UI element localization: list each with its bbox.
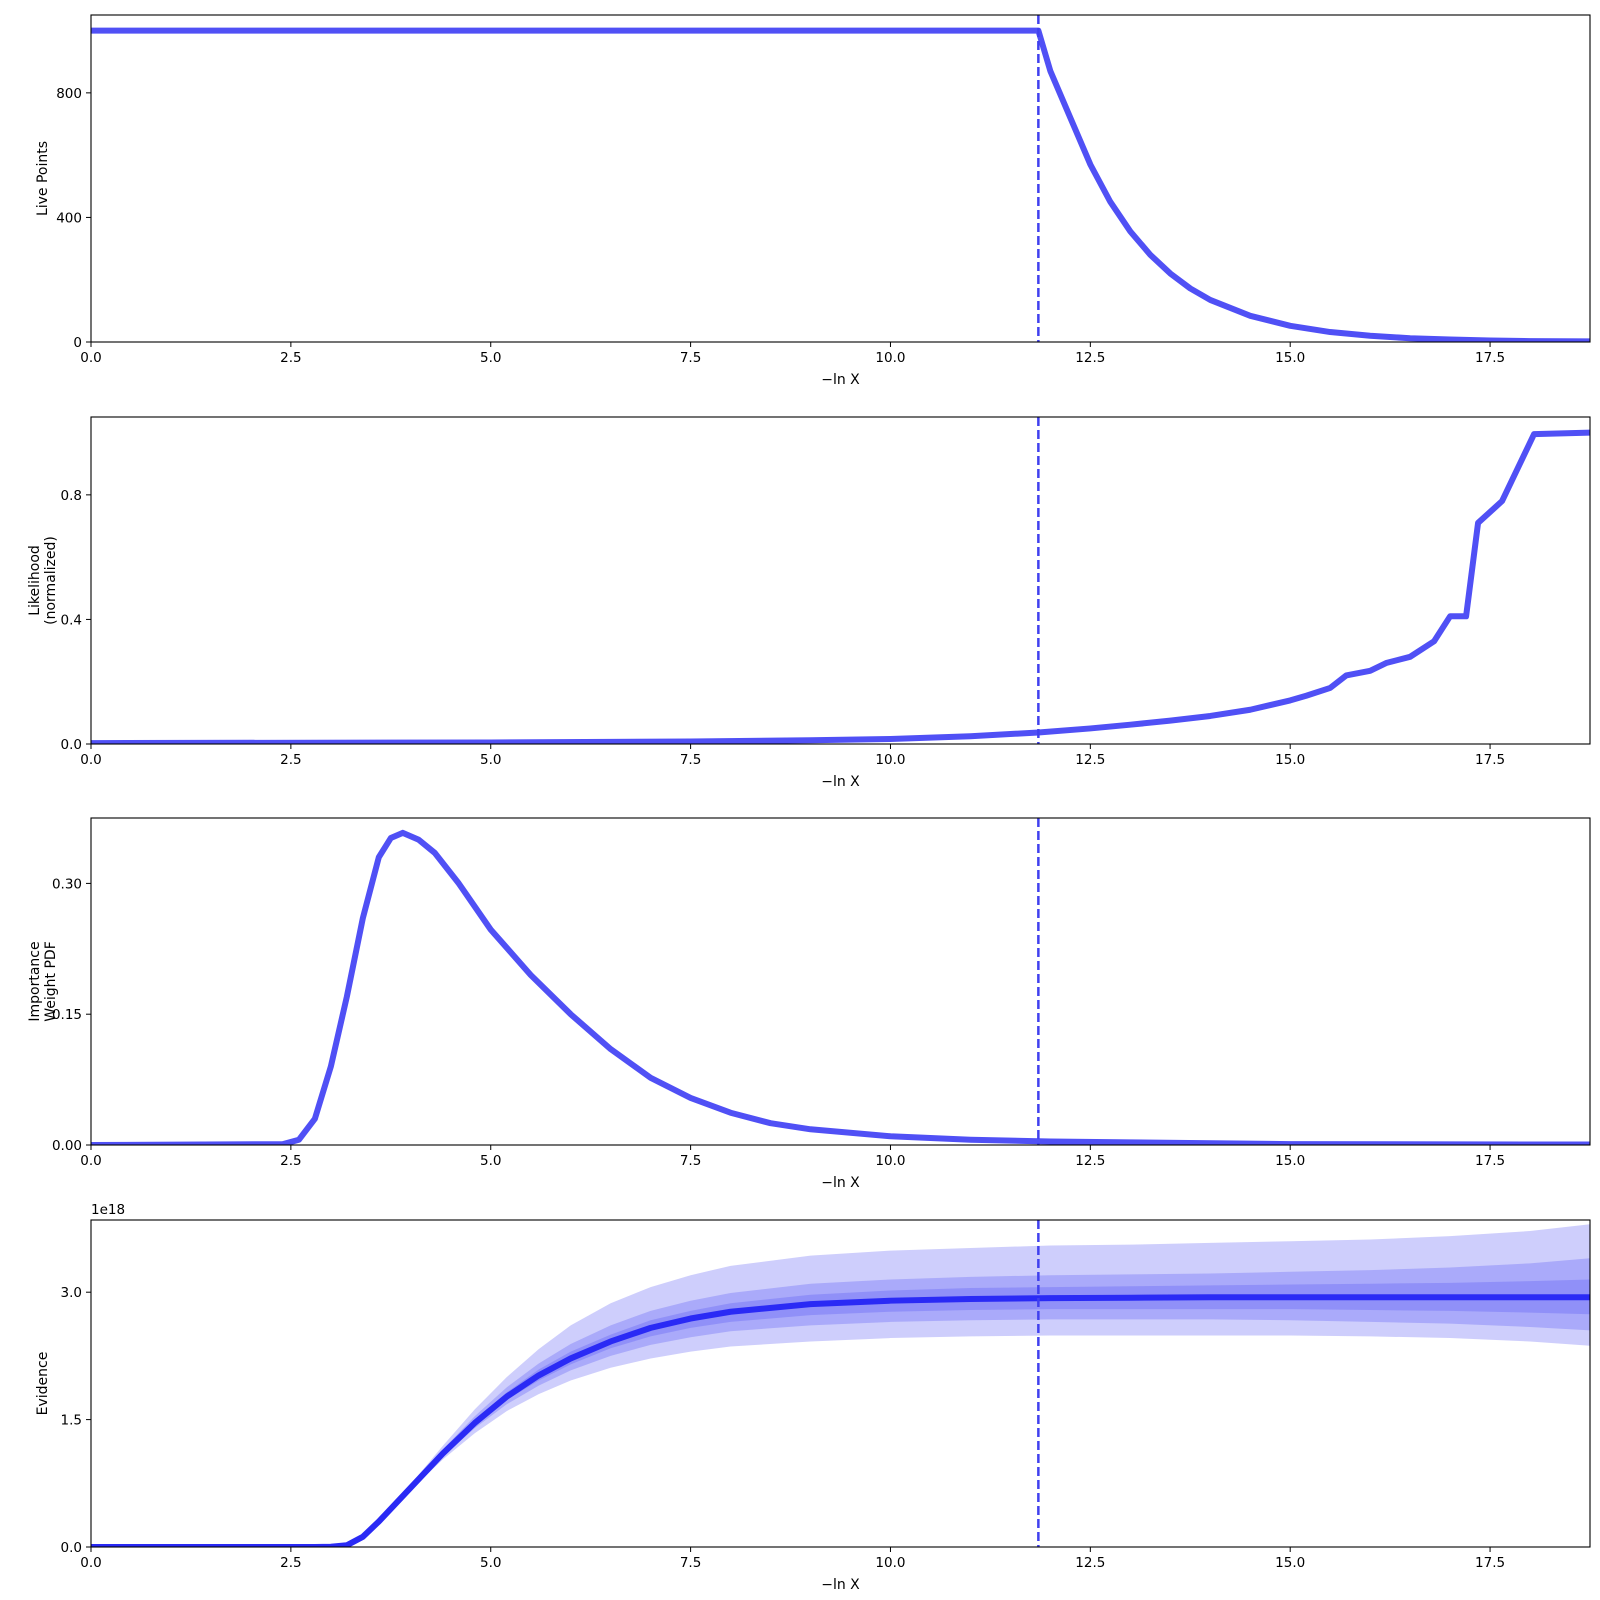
x-tick-label: 5.0: [480, 350, 501, 366]
confidence-band-1: [91, 1224, 1590, 1547]
y-offset-label: 1e18: [91, 1202, 125, 1218]
x-tick-label: 2.5: [280, 1153, 301, 1169]
x-axis-label: −ln X: [821, 1175, 860, 1191]
x-tick-label: 15.0: [1275, 1555, 1305, 1571]
x-tick-label: 7.5: [680, 752, 701, 768]
x-tick-label: 7.5: [680, 350, 701, 366]
x-axis-label: −ln X: [821, 774, 860, 790]
y-tick-label: 0.8: [61, 488, 82, 504]
plot-area: [91, 429, 1590, 744]
x-tick-label: 15.0: [1275, 350, 1305, 366]
panel-3: 0.0 2.5 5.0 7.5 10.0 12.5 15.0 17.5 0.00 0.15 0.30…: [27, 817, 1591, 1191]
y-tick-label: 400: [56, 210, 82, 226]
confidence-band-3: [91, 1279, 1590, 1547]
x-tick-label: 2.5: [280, 752, 301, 768]
x-tick-label: 17.5: [1475, 752, 1505, 768]
series-line: [91, 1294, 1590, 1547]
series-line: [91, 27, 1590, 342]
x-tick-label: 12.5: [1075, 752, 1105, 768]
panel-4: 0.0 2.5 5.0 7.5 10.0 12.5 15.0 17.5 0.0 1.5 3.0 −ln…: [35, 1202, 1591, 1593]
y-axis-label-line: Live Points: [35, 141, 51, 216]
y-axis-label-line: (normalized): [43, 536, 59, 625]
y-axis-label: Evidence: [35, 1352, 51, 1416]
x-tick-label: 17.5: [1475, 1555, 1505, 1571]
x-tick-label: 10.0: [875, 1153, 905, 1169]
x-axis-label: −ln X: [821, 372, 860, 388]
plot-area: [91, 27, 1590, 342]
y-axis-label: Likelihood(normalized): [27, 536, 59, 625]
x-tick-label: 0.0: [80, 350, 101, 366]
axes-frame: [90, 817, 1591, 1146]
x-tick-label: 5.0: [480, 752, 501, 768]
series-line: [91, 829, 1590, 1145]
y-tick-label: 3.0: [61, 1285, 82, 1301]
y-axis-label: Live Points: [35, 141, 51, 216]
y-axis-label-line: Weight PDF: [43, 941, 59, 1022]
x-tick-label: 2.5: [280, 1555, 301, 1571]
x-tick-label: 0.0: [80, 752, 101, 768]
y-tick-label: 800: [56, 86, 82, 102]
x-tick-label: 2.5: [280, 350, 301, 366]
y-tick-label: 1.5: [61, 1413, 82, 1429]
x-tick-label: 0.0: [80, 1555, 101, 1571]
axes-frame: [90, 1219, 1591, 1548]
y-tick-label: 0.15: [52, 1007, 82, 1023]
panel-2: 0.0 2.5 5.0 7.5 10.0 12.5 15.0 17.5 0.0 0.4 0.8 −ln…: [27, 416, 1591, 790]
y-tick-label: 0.0: [61, 1540, 82, 1556]
plot-area: [91, 829, 1590, 1145]
x-tick-label: 12.5: [1075, 1153, 1105, 1169]
x-tick-label: 0.0: [80, 1153, 101, 1169]
x-tick-label: 17.5: [1475, 350, 1505, 366]
x-tick-label: 10.0: [875, 1555, 905, 1571]
panel-1: 0.0 2.5 5.0 7.5 10.0 12.5 15.0 17.5 0 400 800 −ln X…: [35, 14, 1591, 388]
y-tick-label: 0: [73, 335, 82, 351]
y-tick-label: 0.00: [52, 1138, 82, 1154]
x-axis-label: −ln X: [821, 1577, 860, 1593]
x-tick-label: 12.5: [1075, 1555, 1105, 1571]
x-tick-label: 10.0: [875, 350, 905, 366]
y-axis-label: ImportanceWeight PDF: [27, 941, 59, 1022]
y-tick-label: 0.30: [52, 876, 82, 892]
x-tick-label: 5.0: [480, 1153, 501, 1169]
axes-frame: [90, 14, 1591, 343]
y-axis-label-line: Evidence: [35, 1352, 51, 1416]
x-tick-label: 10.0: [875, 752, 905, 768]
x-tick-label: 7.5: [680, 1153, 701, 1169]
y-tick-label: 0.0: [61, 737, 82, 753]
x-tick-label: 15.0: [1275, 1153, 1305, 1169]
y-axis-label-line: Likelihood: [27, 545, 43, 616]
y-axis-label-line: Importance: [27, 941, 43, 1021]
axes-frame: [90, 416, 1591, 745]
x-tick-label: 7.5: [680, 1555, 701, 1571]
x-tick-label: 15.0: [1275, 752, 1305, 768]
confidence-band-2: [91, 1258, 1590, 1547]
y-tick-label: 0.4: [61, 612, 82, 628]
x-tick-label: 5.0: [480, 1555, 501, 1571]
x-tick-label: 17.5: [1475, 1153, 1505, 1169]
x-tick-label: 12.5: [1075, 350, 1105, 366]
series-line: [91, 429, 1590, 744]
plot-area: [91, 1224, 1590, 1547]
